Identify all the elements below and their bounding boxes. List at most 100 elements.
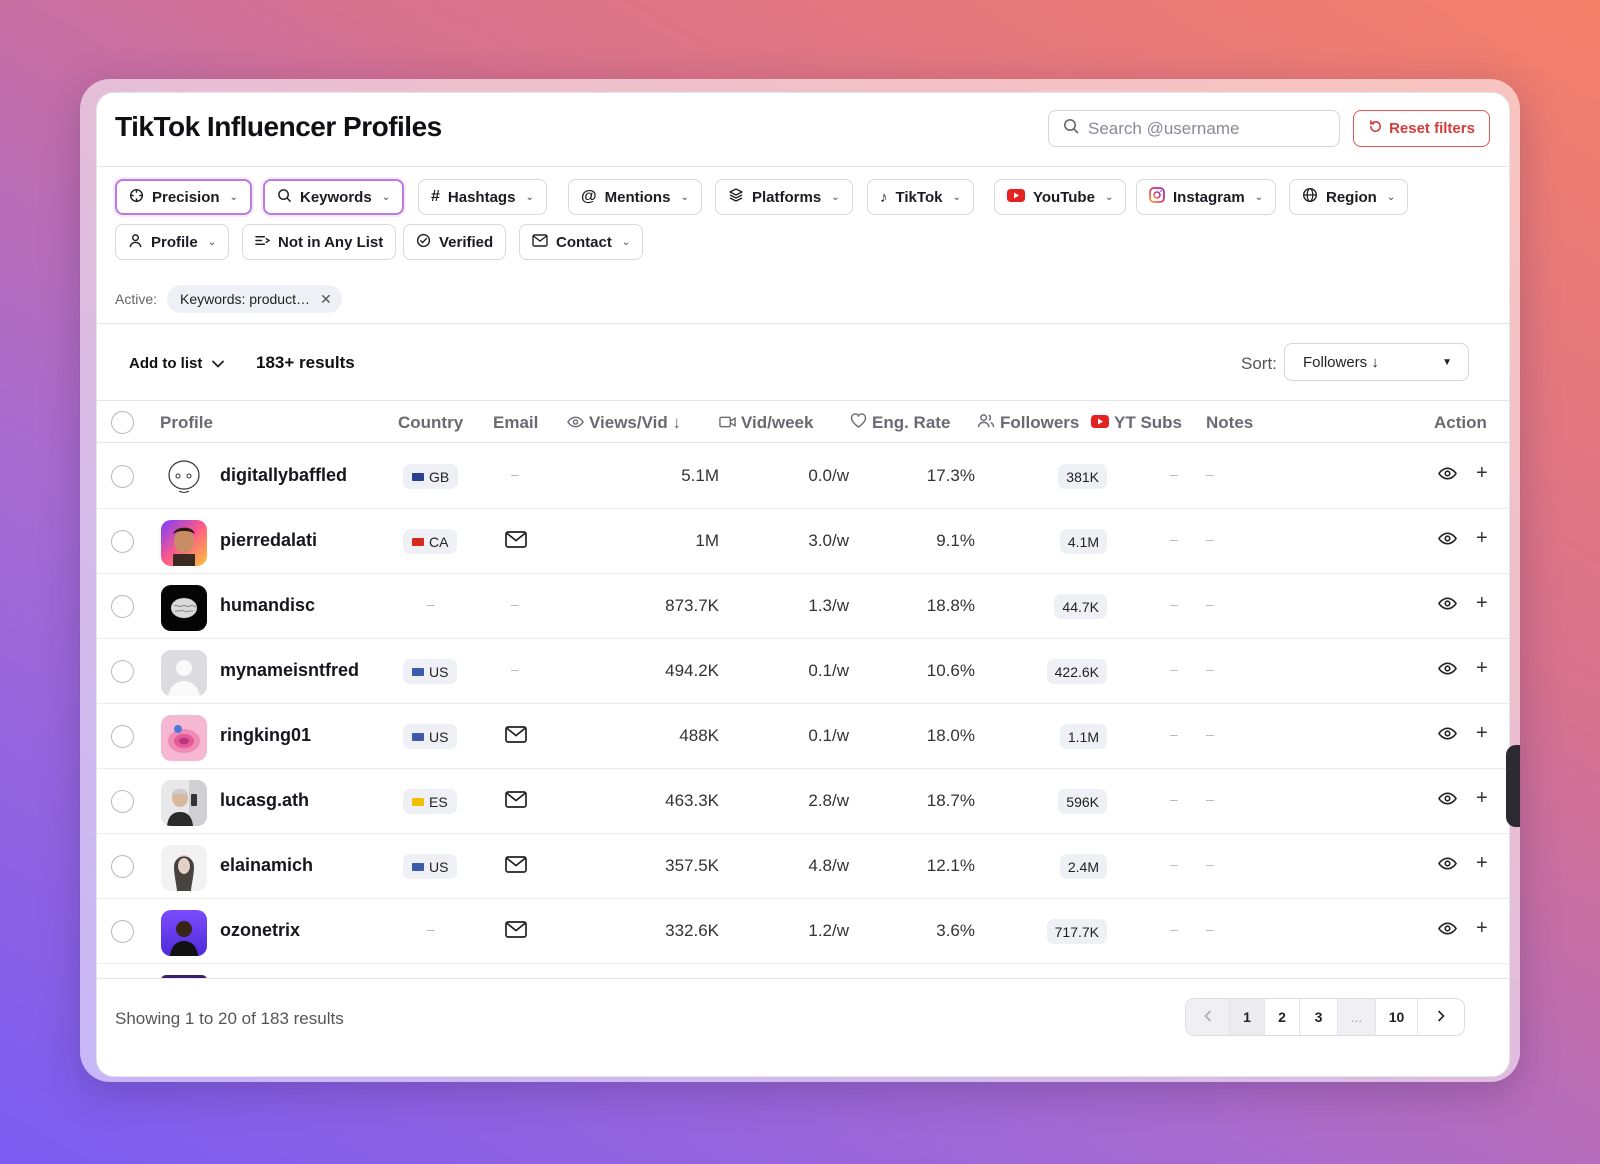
filter-label: YouTube [1033, 188, 1095, 206]
username[interactable]: digitallybaffled [220, 465, 348, 485]
add-to-list-button[interactable]: Add to list [129, 355, 225, 372]
avatar[interactable] [161, 585, 207, 631]
filter-verified[interactable]: Verified [403, 224, 507, 260]
active-filter-tag[interactable]: Keywords: product… ✕ [167, 285, 342, 313]
filter-mentions[interactable]: @ Mentions ⌄ [568, 179, 702, 215]
plus-icon[interactable]: + [1476, 462, 1488, 484]
eye-icon[interactable] [1437, 727, 1458, 745]
filter-contact[interactable]: Contact ⌄ [519, 224, 644, 260]
plus-icon[interactable]: + [1476, 657, 1488, 679]
eye-icon[interactable] [1437, 792, 1458, 810]
eye-icon[interactable] [1437, 467, 1458, 485]
table-row[interactable]: ringking01 US 488K 0.1/w 18.0% 1.1M – – + [97, 704, 1509, 769]
mail-icon[interactable] [505, 726, 527, 748]
col-followers[interactable]: Followers [977, 413, 1079, 433]
plus-icon[interactable]: + [1476, 917, 1488, 939]
plus-icon[interactable]: + [1476, 722, 1488, 744]
list-filter-icon [255, 233, 271, 252]
avatar[interactable] [161, 780, 207, 826]
table-row[interactable]: digitallybaffled GB – 5.1M 0.0/w 17.3% 381K – – + [97, 444, 1509, 509]
avatar[interactable] [161, 650, 207, 696]
page-button-10[interactable]: 10 [1376, 999, 1418, 1035]
col-notes[interactable]: Notes [1206, 413, 1254, 432]
table-header: Profile Country Email Views/Vid ↓ Vid/we… [97, 400, 1509, 443]
row-checkbox[interactable] [111, 530, 134, 553]
col-views[interactable]: Views/Vid ↓ [567, 413, 681, 433]
table-row[interactable]: elainamich US 357.5K 4.8/w 12.1% 2.4M – – + [97, 834, 1509, 899]
col-email[interactable]: Email [493, 413, 539, 432]
chevron-down-icon: ⌄ [207, 236, 217, 248]
username[interactable]: mynameisntfred [220, 660, 360, 680]
row-checkbox[interactable] [111, 920, 134, 943]
username[interactable]: elainamich [220, 855, 314, 875]
row-checkbox[interactable] [111, 465, 134, 488]
tiktok-icon: ♪ [880, 188, 888, 206]
sort-select[interactable]: Followers ↓ ▼ [1284, 343, 1469, 381]
plus-icon[interactable]: + [1476, 592, 1488, 614]
row-checkbox[interactable] [111, 660, 134, 683]
eye-icon[interactable] [1437, 662, 1458, 680]
filter-tiktok[interactable]: ♪ TikTok ⌄ [867, 179, 974, 215]
avatar[interactable] [161, 845, 207, 891]
col-profile[interactable]: Profile [160, 413, 213, 432]
username[interactable]: lucasg.ath [220, 790, 310, 810]
prev-page-button[interactable] [1186, 999, 1230, 1035]
reset-filters-button[interactable]: Reset filters [1353, 110, 1490, 147]
page-button-1[interactable]: 1 [1230, 999, 1265, 1035]
filter-precision[interactable]: Precision ⌄ [115, 179, 252, 215]
col-vidweek[interactable]: Vid/week [719, 413, 813, 433]
row-checkbox[interactable] [111, 790, 134, 813]
avatar[interactable] [161, 520, 207, 566]
mail-icon[interactable] [505, 791, 527, 813]
page-button-3[interactable]: 3 [1300, 999, 1338, 1035]
filter-platforms[interactable]: Platforms ⌄ [715, 179, 853, 215]
table-row[interactable]: mynameisntfred US – 494.2K 0.1/w 10.6% 422.6K –… [97, 639, 1509, 704]
username[interactable]: humandisc [220, 595, 316, 615]
row-checkbox[interactable] [111, 725, 134, 748]
filter-youtube[interactable]: YouTube ⌄ [994, 179, 1127, 215]
page-button-2[interactable]: 2 [1265, 999, 1300, 1035]
username[interactable]: ozonetrix [220, 920, 301, 940]
filter-profile[interactable]: Profile ⌄ [115, 224, 230, 260]
yt-subs-value: – [1170, 661, 1178, 677]
eye-icon[interactable] [1437, 532, 1458, 550]
plus-icon[interactable]: + [1476, 527, 1488, 549]
col-country[interactable]: Country [398, 413, 464, 432]
page-ellipsis: ... [1338, 999, 1376, 1035]
select-all-checkbox[interactable] [111, 411, 134, 434]
reset-icon [1368, 119, 1383, 138]
mail-icon[interactable] [505, 531, 527, 553]
filter-keywords[interactable]: Keywords ⌄ [263, 179, 405, 215]
avatar[interactable] [161, 910, 207, 956]
search-box[interactable] [1048, 110, 1340, 147]
table-row[interactable]: ozonetrix – 332.6K 1.2/w 3.6% 717.7K – – + [97, 899, 1509, 964]
side-panel-handle[interactable] [1506, 745, 1520, 827]
col-eng-rate[interactable]: Eng. Rate [850, 413, 950, 433]
engagement-rate: 18.0% [926, 726, 975, 745]
username[interactable]: pierredalati [220, 530, 318, 550]
mail-icon[interactable] [505, 921, 527, 943]
eye-icon[interactable] [1437, 597, 1458, 615]
plus-icon[interactable]: + [1476, 787, 1488, 809]
plus-icon[interactable]: + [1476, 852, 1488, 874]
avatar[interactable] [161, 455, 207, 501]
username[interactable]: ringking01 [220, 725, 312, 745]
table-row[interactable]: pierredalati CA 1M 3.0/w 9.1% 4.1M – – + [97, 509, 1509, 574]
eye-icon[interactable] [1437, 922, 1458, 940]
close-icon[interactable]: ✕ [319, 290, 332, 307]
email-empty: – [511, 596, 519, 612]
filter-region[interactable]: Region ⌄ [1289, 179, 1409, 215]
table-row[interactable]: humandisc – – 873.7K 1.3/w 18.8% 44.7K – – + [97, 574, 1509, 639]
next-page-button[interactable] [1418, 999, 1464, 1035]
row-checkbox[interactable] [111, 595, 134, 618]
search-input[interactable] [1088, 118, 1318, 139]
table-row[interactable]: lucasg.ath ES 463.3K 2.8/w 18.7% 596K – – + [97, 769, 1509, 834]
filter-hashtags[interactable]: # Hashtags ⌄ [418, 179, 547, 215]
col-yt-subs[interactable]: YT Subs [1091, 413, 1182, 433]
mail-icon[interactable] [505, 856, 527, 878]
filter-instagram[interactable]: Instagram ⌄ [1136, 179, 1277, 215]
filter-not-in-any-list[interactable]: Not in Any List [242, 224, 397, 260]
row-checkbox[interactable] [111, 855, 134, 878]
avatar[interactable] [161, 715, 207, 761]
eye-icon[interactable] [1437, 857, 1458, 875]
